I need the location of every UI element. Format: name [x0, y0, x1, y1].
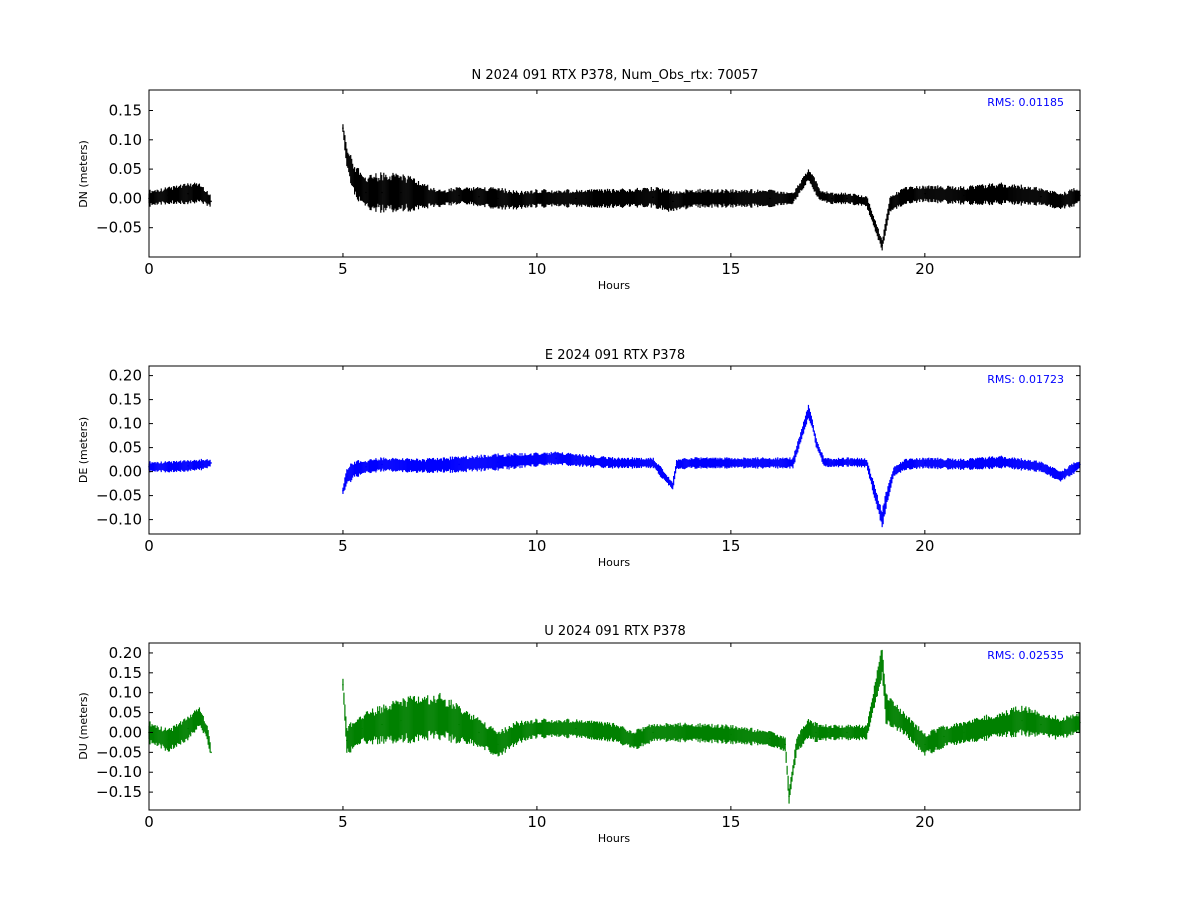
- panel-up-plot-area: [148, 643, 1081, 810]
- panel-up-ytick-label: −0.10: [96, 763, 142, 781]
- panel-up-ytick-label: 0.05: [109, 704, 142, 722]
- panel-up: U 2024 091 RTX P378 DU (meters) Hours −0…: [77, 624, 1081, 845]
- panel-up-y-ticklabels: −0.15 −0.10 −0.05 0.00 0.05 0.10 0.15 0.…: [96, 644, 142, 801]
- panel-east-frame: [148, 365, 1081, 535]
- panel-north-plot-area: [148, 90, 1081, 257]
- panel-east-xtick-label: 20: [915, 537, 934, 555]
- panel-north-x-ticklabels: 0 5 10 15 20: [144, 260, 934, 278]
- panel-up-xtick-label: 5: [338, 813, 348, 831]
- panel-north-ticks: [148, 90, 1080, 257]
- panel-up-x-ticklabels: 0 5 10 15 20: [144, 813, 934, 831]
- panel-up-ytick-label: 0.20: [109, 644, 142, 662]
- panel-north-ylabel: DN (meters): [77, 140, 90, 208]
- panel-east-xtick-label: 0: [144, 537, 154, 555]
- panel-up-series: [148, 649, 1081, 804]
- panel-east: E 2024 091 RTX P378 DE (meters) Hours −0…: [77, 348, 1081, 569]
- panel-east-ytick-label: 0.15: [109, 391, 142, 409]
- panel-north-xtick-label: 5: [338, 260, 348, 278]
- panel-up-ytick-label: 0.15: [109, 664, 142, 682]
- panel-up-xtick-label: 15: [721, 813, 740, 831]
- panel-east-xtick-label: 15: [721, 537, 740, 555]
- panel-up-xtick-label: 0: [144, 813, 154, 831]
- panel-east-ticks: [148, 366, 1080, 534]
- panel-east-plot-area: [148, 366, 1081, 534]
- panel-up-xtick-label: 10: [527, 813, 546, 831]
- panel-north-xtick-label: 20: [915, 260, 934, 278]
- panel-east-ytick-label: 0.05: [109, 439, 142, 457]
- panel-up-xlabel: Hours: [598, 832, 630, 845]
- panel-north: N 2024 091 RTX P378, Num_Obs_rtx: 70057 …: [77, 68, 1081, 292]
- panel-north-frame: [148, 89, 1081, 258]
- panel-north-ytick-label: 0.00: [109, 189, 142, 207]
- panel-north-xtick-label: 15: [721, 260, 740, 278]
- panel-up-rms: RMS: 0.02535: [987, 649, 1064, 662]
- panel-north-ytick-label: 0.05: [109, 160, 142, 178]
- panel-east-ytick-label: 0.00: [109, 463, 142, 481]
- panel-up-frame: [148, 642, 1081, 811]
- panel-up-ytick-label: 0.00: [109, 723, 142, 741]
- panel-up-ytick-label: −0.05: [96, 743, 142, 761]
- panel-north-rms: RMS: 0.01185: [987, 96, 1064, 109]
- panel-north-ytick-label: 0.15: [109, 102, 142, 120]
- panel-east-xlabel: Hours: [598, 556, 630, 569]
- panel-east-ylabel: DE (meters): [77, 417, 90, 483]
- panel-east-y-ticklabels: −0.10 −0.05 0.00 0.05 0.10 0.15 0.20: [96, 367, 142, 529]
- panel-up-ytick-label: −0.15: [96, 783, 142, 801]
- panel-north-xtick-label: 10: [527, 260, 546, 278]
- panel-north-xtick-label: 0: [144, 260, 154, 278]
- panel-up-xtick-label: 20: [915, 813, 934, 831]
- panel-north-xlabel: Hours: [598, 279, 630, 292]
- panel-up-ylabel: DU (meters): [77, 692, 90, 759]
- panel-north-title: N 2024 091 RTX P378, Num_Obs_rtx: 70057: [472, 68, 759, 83]
- panel-north-ytick-label: −0.05: [96, 219, 142, 237]
- panel-east-xtick-label: 5: [338, 537, 348, 555]
- panel-east-ytick-label: −0.05: [96, 487, 142, 505]
- panel-east-title: E 2024 091 RTX P378: [545, 348, 685, 363]
- panel-north-series: [148, 124, 1081, 251]
- panel-east-ytick-label: −0.10: [96, 511, 142, 529]
- panel-north-ytick-label: 0.10: [109, 131, 142, 149]
- panel-east-rms: RMS: 0.01723: [987, 373, 1064, 386]
- panel-east-ytick-label: 0.10: [109, 415, 142, 433]
- panel-east-series: [148, 404, 1081, 528]
- panel-north-y-ticklabels: −0.05 0.00 0.05 0.10 0.15: [96, 102, 142, 237]
- panel-up-title: U 2024 091 RTX P378: [544, 624, 686, 639]
- panel-east-xtick-label: 10: [527, 537, 546, 555]
- panel-up-ytick-label: 0.10: [109, 684, 142, 702]
- panel-east-ytick-label: 0.20: [109, 367, 142, 385]
- panel-east-x-ticklabels: 0 5 10 15 20: [144, 537, 934, 555]
